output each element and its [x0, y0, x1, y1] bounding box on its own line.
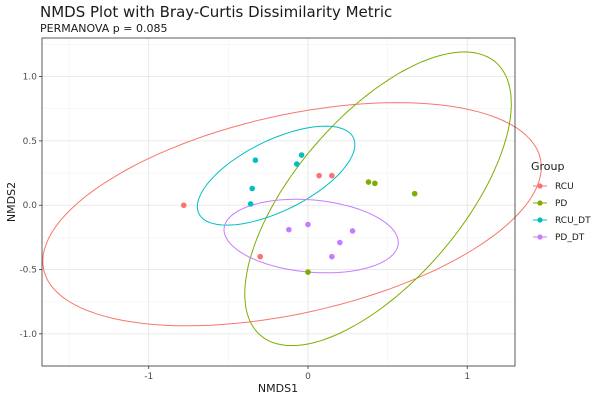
y-tick-label: 0.5 — [23, 137, 37, 147]
point-rcu_dt — [249, 185, 256, 192]
x-tick-label: -1 — [144, 372, 153, 382]
point-rcu_dt — [294, 161, 300, 167]
point-rcu — [316, 172, 322, 179]
legend-label: PD_DT — [555, 233, 585, 243]
ellipse-pd_dt — [223, 198, 399, 274]
point-pd_dt — [329, 253, 335, 260]
y-axis-ticks: -1.0 -0.5 0.0 0.5 1.0 — [19, 73, 42, 340]
x-tick-label: 0 — [305, 372, 311, 382]
point-pd — [411, 190, 418, 197]
point-rcu_dt — [252, 157, 259, 163]
chart-subtitle: PERMANOVA p = 0.085 — [40, 22, 167, 35]
y-axis-title: NMDS2 — [5, 182, 18, 222]
point-pd — [372, 180, 378, 187]
legend-key-point — [537, 234, 543, 240]
plot-panel — [42, 38, 515, 366]
data-points — [180, 152, 418, 275]
x-axis-title: NMDS1 — [258, 382, 298, 395]
y-tick-label: 1.0 — [23, 73, 38, 83]
x-tick-label: 1 — [464, 372, 470, 382]
legend-label: PD — [555, 199, 567, 209]
point-pd_dt — [349, 228, 356, 234]
confidence-ellipses — [42, 51, 542, 347]
legend-key-point — [537, 200, 543, 206]
legend-key-point — [537, 217, 543, 223]
y-tick-label: -0.5 — [19, 266, 37, 276]
ellipse-rcu — [42, 102, 542, 327]
point-rcu — [257, 253, 263, 260]
point-pd_dt — [286, 226, 292, 233]
point-rcu — [180, 202, 187, 209]
point-rcu — [329, 172, 335, 179]
x-axis-ticks: -1 0 1 — [144, 366, 470, 382]
legend-label: RCU_DT — [555, 216, 591, 226]
point-pd_dt — [337, 239, 343, 246]
point-rcu_dt — [247, 201, 254, 207]
ellipse-pd — [244, 51, 512, 347]
legend-label: RCU — [555, 182, 574, 192]
ellipse-rcu_dt — [196, 125, 356, 226]
y-tick-label: 0.0 — [23, 201, 38, 211]
y-tick-label: -1.0 — [19, 330, 37, 340]
plot-border — [41, 37, 516, 367]
point-pd — [365, 179, 372, 185]
legend-key-point — [537, 183, 543, 189]
legend: Group RCU PD RCU_DT PD_DT — [531, 160, 591, 243]
chart-title: NMDS Plot with Bray-Curtis Dissimilarity… — [40, 3, 392, 21]
legend-title: Group — [531, 160, 565, 173]
point-pd — [305, 269, 311, 275]
point-pd_dt — [305, 221, 311, 228]
point-rcu_dt — [298, 152, 305, 158]
